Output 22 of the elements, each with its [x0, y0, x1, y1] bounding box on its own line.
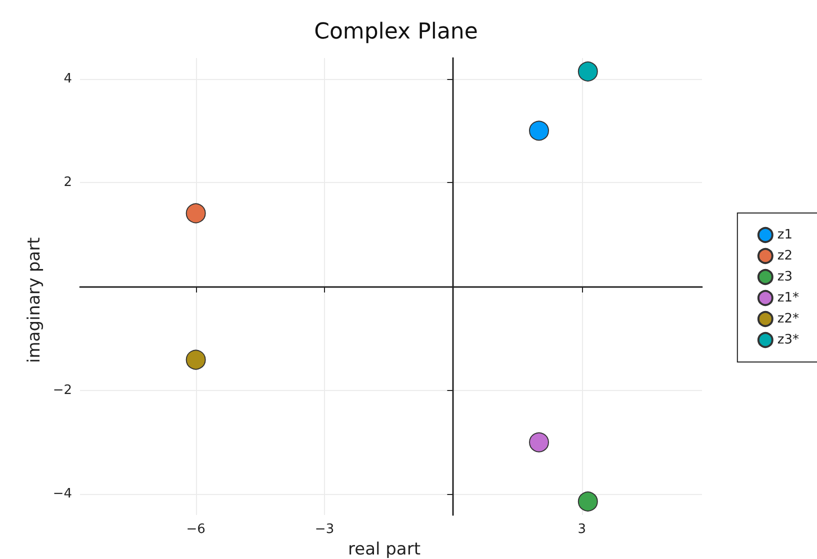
point: [529, 120, 549, 141]
y-tick-label: −2: [52, 382, 72, 398]
point: [186, 203, 206, 224]
y-tick-label: 2: [64, 175, 72, 190]
point: [529, 432, 549, 452]
x-axis-title: real part: [348, 540, 421, 559]
chart-title: Complex Plane: [314, 20, 478, 44]
point: [578, 492, 598, 512]
legend-label: z1*: [777, 290, 800, 306]
legend-label: z2: [777, 248, 793, 264]
point: [578, 62, 598, 82]
legend-label: z2*: [777, 312, 800, 326]
x-tick-label: 3: [578, 522, 586, 537]
legend-label: z1: [777, 228, 793, 242]
point: [186, 350, 206, 370]
legend-label: z3: [777, 270, 793, 284]
y-axis-title: imaginary part: [24, 236, 44, 363]
y-tick-label: −4: [52, 486, 72, 502]
x-tick-label: −6: [186, 522, 206, 537]
x-tick-label: −3: [314, 522, 334, 537]
y-tick-label: 4: [64, 71, 72, 86]
legend-label: z3*: [777, 332, 800, 348]
